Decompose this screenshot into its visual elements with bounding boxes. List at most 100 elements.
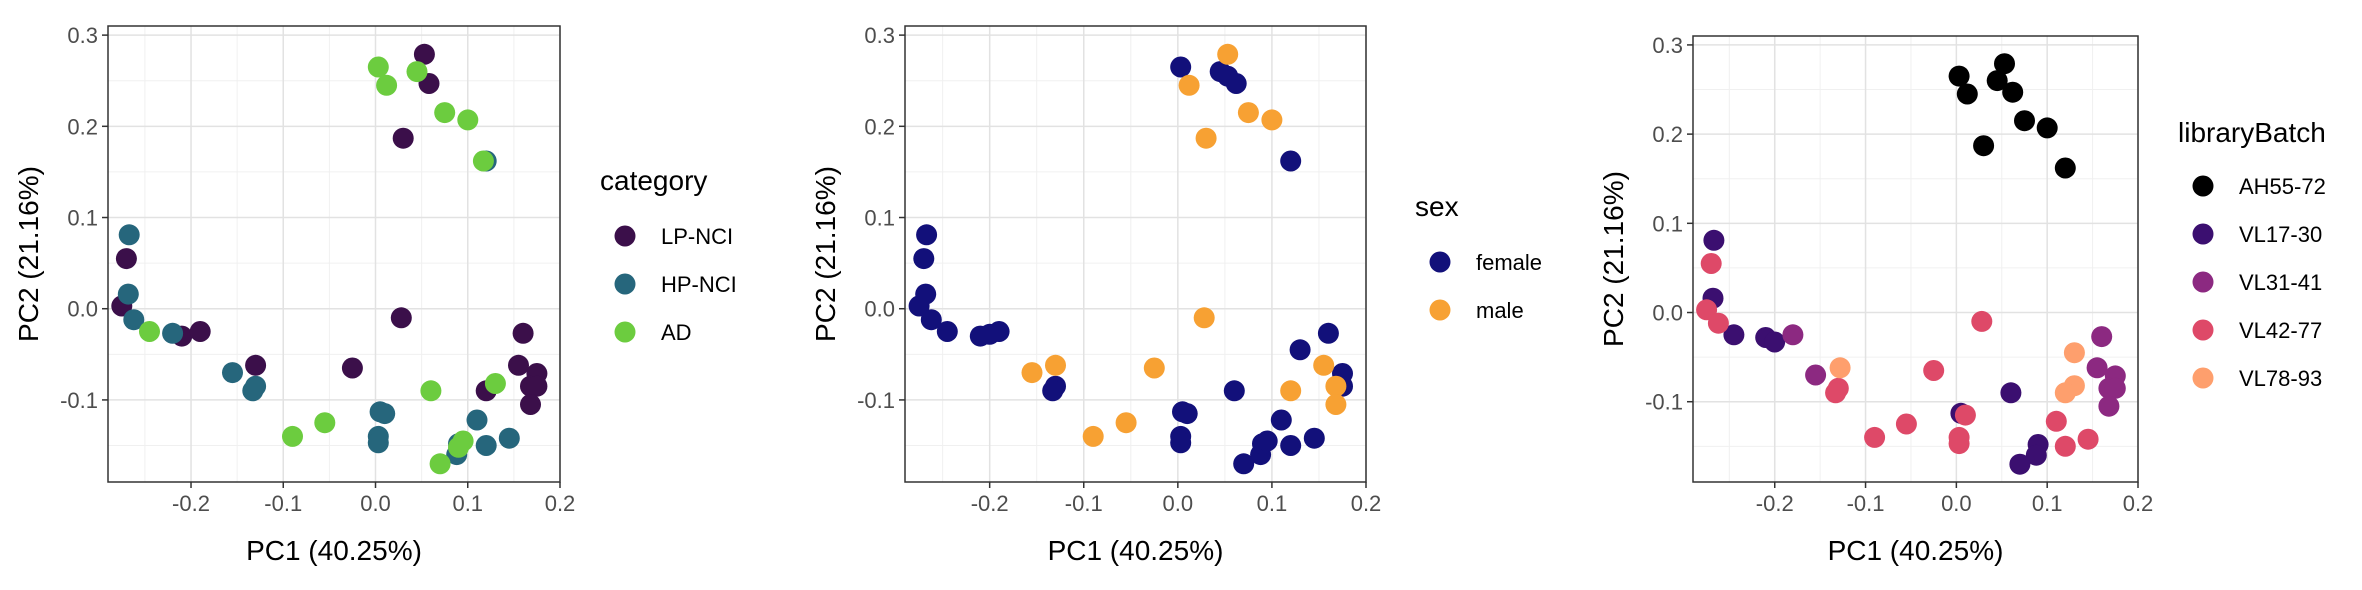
data-point [908, 295, 930, 317]
data-point [2086, 357, 2108, 379]
legend: category LP-NCI HP-NCI AD [600, 165, 737, 345]
x-tick-label: -0.2 [172, 491, 210, 516]
data-point [282, 425, 303, 447]
x-tick-label: 0.2 [1351, 491, 1382, 516]
data-point [1042, 380, 1064, 402]
legend-label: HP-NCI [661, 272, 737, 297]
data-point [2025, 444, 2047, 466]
data-point [1170, 432, 1192, 454]
data-point [429, 453, 451, 475]
data-point [1994, 53, 2015, 75]
y-tick-label: 0.3 [67, 23, 98, 48]
y-axis-title: PC2 (21.16%) [810, 166, 841, 342]
data-point [1971, 310, 1993, 332]
data-point [1986, 70, 2008, 92]
data-point [1143, 357, 1165, 379]
data-point [484, 373, 506, 394]
panel-1: -0.2 -0.1 0.0 0.1 0.2 -0.1 0.0 0.1 0.2 0.3 PC1 (40… [13, 23, 737, 566]
x-tick-label: -0.1 [1065, 491, 1103, 516]
data-point [1829, 357, 1851, 379]
legend-label: male [1476, 298, 1524, 323]
data-point [2091, 326, 2113, 348]
data-point [2054, 435, 2076, 457]
data-point [1217, 43, 1239, 65]
data-point [526, 375, 548, 397]
data-point [1021, 362, 1043, 384]
y-tick-label: 0.3 [864, 23, 895, 48]
y-tick-label: 0.2 [67, 114, 98, 139]
data-point [457, 109, 479, 131]
data-point [1948, 65, 1970, 87]
plot-background [108, 26, 560, 482]
x-tick-label: -0.2 [1756, 491, 1794, 516]
legend-swatch [2192, 367, 2214, 389]
data-point [434, 102, 456, 124]
data-point [2098, 395, 2120, 417]
data-point [1864, 426, 1886, 448]
data-point [508, 354, 529, 376]
data-point [1176, 403, 1198, 425]
data-point [1256, 430, 1278, 452]
data-point [1317, 322, 1339, 344]
data-point [341, 357, 363, 379]
x-tick-label: 0.2 [545, 491, 576, 516]
data-point [1764, 331, 1786, 353]
data-point [1805, 364, 1827, 386]
y-tick-label: -0.1 [1645, 390, 1683, 415]
data-point [466, 409, 488, 431]
data-point [2045, 410, 2067, 432]
data-point [413, 43, 435, 65]
data-point [1193, 307, 1215, 329]
data-point [139, 321, 160, 342]
data-point [913, 248, 935, 270]
data-point [2014, 110, 2035, 132]
data-point [162, 322, 184, 344]
legend-swatch [1429, 251, 1451, 273]
plot-background [1693, 36, 2138, 482]
data-point [1270, 409, 1292, 431]
legend-swatch [2192, 223, 2214, 245]
x-tick-label: 0.1 [1257, 491, 1288, 516]
y-tick-label: -0.1 [60, 388, 98, 413]
x-tick-label: 0.2 [2123, 491, 2154, 516]
data-point [1223, 380, 1245, 402]
data-point [406, 61, 428, 83]
data-point [367, 56, 389, 78]
x-tick-label: -0.1 [1847, 491, 1885, 516]
y-tick-label: 0.1 [67, 206, 98, 231]
x-axis-title: PC1 (40.25%) [246, 535, 422, 566]
data-point [2077, 428, 2099, 450]
y-tick-label: -0.1 [857, 388, 895, 413]
data-point [1948, 433, 1970, 455]
y-tick-label: 0.0 [1652, 301, 1683, 326]
x-tick-label: -0.2 [971, 491, 1009, 516]
x-tick-label: 0.0 [1941, 491, 1972, 516]
legend-swatch [2192, 319, 2214, 341]
data-point [123, 309, 145, 331]
data-point [189, 321, 211, 342]
data-point [1082, 425, 1104, 447]
x-tick-label: -0.1 [264, 491, 302, 516]
data-point [1313, 354, 1335, 376]
legend-label: LP-NCI [661, 224, 733, 249]
legend: sex female male [1415, 191, 1542, 323]
panel-2: -0.2 -0.1 0.0 0.1 0.2 -0.1 0.0 0.1 0.2 0.3 PC1 (40… [810, 23, 1542, 566]
x-tick-label: 0.0 [1163, 491, 1194, 516]
data-point [2009, 453, 2031, 475]
data-point [367, 432, 389, 454]
y-tick-label: 0.0 [864, 297, 895, 322]
data-point [1045, 354, 1066, 376]
legend-swatch [1429, 299, 1451, 321]
y-axis-title: PC2 (21.16%) [13, 166, 44, 342]
data-point [512, 322, 534, 344]
data-point [1233, 453, 1255, 475]
data-point [1237, 102, 1259, 124]
data-point [1303, 427, 1325, 449]
legend-swatch [614, 225, 636, 247]
data-point [314, 412, 336, 434]
data-point [2002, 81, 2024, 103]
legend-label: VL31-41 [2239, 270, 2322, 295]
x-tick-label: 0.0 [360, 491, 391, 516]
data-point [1280, 435, 1302, 456]
